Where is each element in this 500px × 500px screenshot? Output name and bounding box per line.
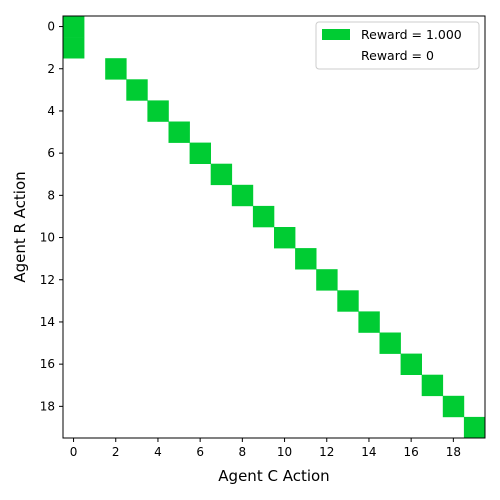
x-tick-label: 8 (239, 445, 247, 459)
x-tick-label: 2 (112, 445, 120, 459)
y-tick-label: 6 (47, 146, 55, 160)
heatmap-cell-reward-one (379, 332, 401, 354)
heatmap-cell-reward-one (421, 374, 444, 397)
legend-label-reward-zero: Reward = 0 (361, 48, 434, 63)
x-axis-label: Agent C Action (218, 467, 329, 485)
y-axis-ticks: 0 2 4 6 8 10 12 14 16 18 (40, 20, 63, 413)
legend: Reward = 1.000 Reward = 0 (315, 21, 480, 70)
legend-swatch-reward-one (322, 29, 350, 40)
y-tick-label: 10 (40, 231, 55, 245)
heatmap-cell-reward-one (210, 163, 233, 186)
y-tick-label: 4 (47, 104, 55, 118)
x-tick-label: 0 (70, 445, 78, 459)
heatmap-cell-reward-one (274, 227, 296, 249)
x-tick-label: 18 (446, 445, 461, 459)
heatmap-cell-reward-one (400, 353, 422, 375)
heatmap-cell-reward-one (337, 290, 359, 312)
heatmap-cell-reward-one (168, 121, 190, 143)
y-tick-label: 8 (47, 188, 55, 202)
y-axis-label: Agent R Action (11, 171, 29, 282)
heatmap-cell-reward-one (189, 142, 211, 164)
x-axis-ticks: 0 2 4 6 8 10 12 14 16 18 (70, 438, 461, 459)
x-tick-label: 12 (319, 445, 334, 459)
y-tick-label: 18 (40, 399, 55, 413)
y-tick-label: 16 (40, 357, 55, 371)
y-tick-label: 12 (40, 273, 55, 287)
heatmap-cell-reward-one (252, 205, 275, 228)
x-tick-label: 6 (196, 445, 204, 459)
heatmap-cell-reward-one (295, 248, 317, 270)
y-tick-label: 0 (47, 20, 55, 34)
heatmap-cell-reward-one (358, 311, 380, 333)
legend-swatch-reward-zero (322, 50, 350, 61)
y-tick-label: 2 (47, 62, 55, 76)
heatmap-cell-reward-one (105, 58, 127, 80)
legend-box (315, 21, 480, 70)
x-tick-label: 14 (361, 445, 376, 459)
plot-frame (62, 15, 486, 439)
heatmap-cell-reward-one (463, 416, 486, 439)
heatmap-cell-reward-one (126, 79, 148, 101)
heatmap-cell-reward-one (147, 100, 169, 122)
legend-label-reward-one: Reward = 1.000 (361, 27, 462, 42)
x-tick-label: 4 (154, 445, 162, 459)
heatmap-cells (63, 16, 486, 439)
x-tick-label: 10 (277, 445, 292, 459)
x-tick-label: 16 (404, 445, 419, 459)
heatmap-cell-reward-one (63, 37, 85, 59)
heatmap-cell-reward-one (231, 184, 254, 207)
y-tick-label: 14 (40, 315, 55, 329)
heatmap-cell-reward-one (442, 395, 465, 418)
heatmap-cell-reward-one (63, 16, 85, 38)
heatmap-cell-reward-one (316, 269, 338, 291)
